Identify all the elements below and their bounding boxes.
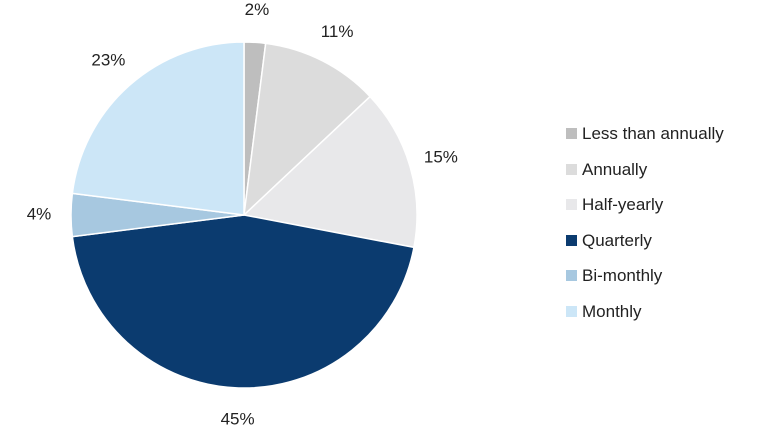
legend-swatch-half-yearly <box>566 199 577 211</box>
legend-swatch-annually <box>566 163 577 175</box>
legend-item-bi-monthly: Bi-monthly <box>566 258 724 294</box>
legend-item-quarterly: Quarterly <box>566 223 724 259</box>
pie-slice-annually <box>243 42 371 216</box>
legend-swatch-quarterly <box>566 234 577 246</box>
legend-item-monthly: Monthly <box>566 294 724 330</box>
data-label-bi-monthly: 4% <box>27 204 52 223</box>
data-label-half-yearly: 15% <box>424 147 458 166</box>
legend-label-monthly: Monthly <box>582 301 642 321</box>
legend-swatch-bi-monthly <box>566 270 577 282</box>
legend-item-annually: Annually <box>566 152 724 188</box>
data-label-less-than-annually: 2% <box>245 0 270 19</box>
legend-swatch-less-than-annually <box>566 128 577 140</box>
legend-label-bi-monthly: Bi-monthly <box>582 266 663 285</box>
pie-slice-half-yearly <box>243 95 418 249</box>
pie-slice-monthly <box>71 41 245 216</box>
data-label-monthly: 23% <box>91 51 125 70</box>
legend-label-less-than-annually: Less than annually <box>582 124 724 143</box>
legend-swatch-monthly <box>566 305 577 317</box>
legend-item-half-yearly: Half-yearly <box>566 187 724 223</box>
chart-legend: Less than annually Annually Half-yearly … <box>566 116 724 329</box>
pie-slices <box>70 41 418 389</box>
data-label-annually: 11% <box>321 22 354 41</box>
data-label-quarterly: 45% <box>221 409 255 428</box>
legend-item-less-than-annually: Less than annually <box>566 116 724 152</box>
pie-data-labels: 2% 11% 15% 45% 4% 23% <box>27 0 458 428</box>
legend-label-quarterly: Quarterly <box>582 230 652 250</box>
legend-label-half-yearly: Half-yearly <box>582 195 664 214</box>
pie-slice-quarterly <box>71 214 415 389</box>
legend-label-annually: Annually <box>582 159 648 179</box>
